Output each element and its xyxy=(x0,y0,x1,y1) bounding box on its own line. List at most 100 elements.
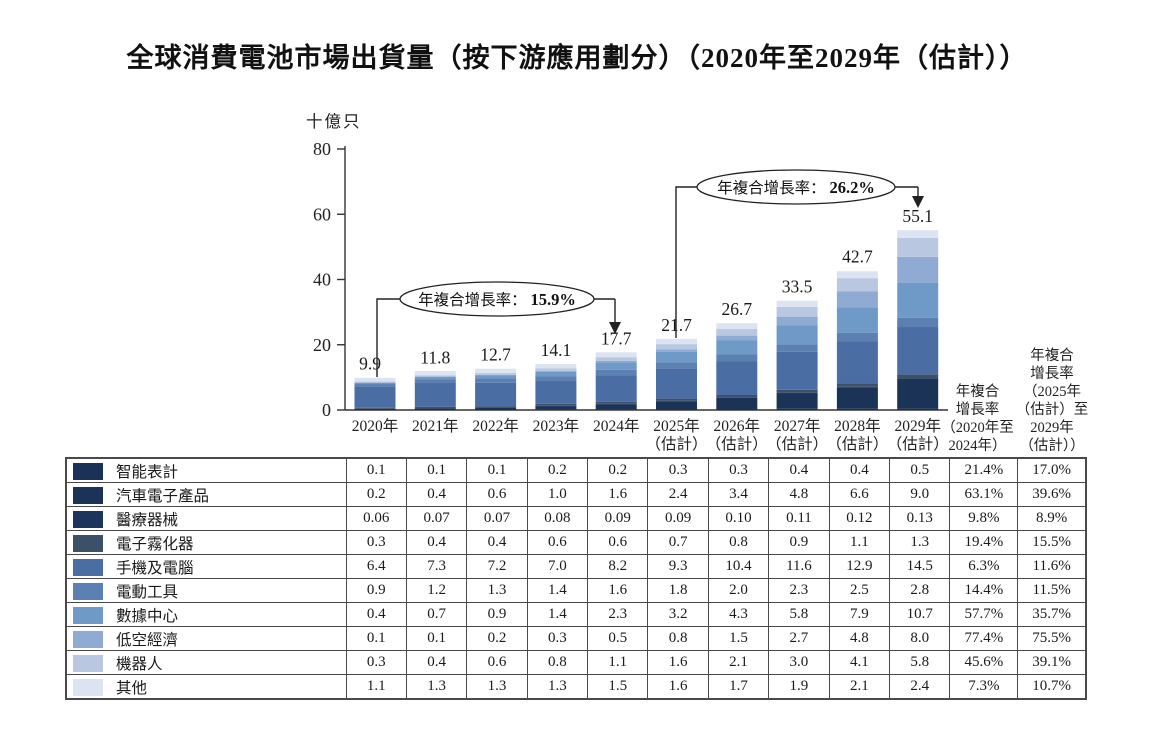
bar-segment xyxy=(776,300,818,307)
value-cell: 0.6 xyxy=(466,482,528,507)
bar-segment xyxy=(595,362,637,370)
legend-swatch xyxy=(73,486,103,504)
bar-segment xyxy=(595,360,637,363)
table-row: 手機及電腦 6.4 7.3 7.2 7.0 8.2 9.3 10.4 11.6 12.9 14.5 6… xyxy=(65,554,1087,579)
legend-swatch xyxy=(73,582,103,600)
category-name: 電子霧化器 xyxy=(116,535,194,553)
bar-segment xyxy=(897,327,939,375)
table-row: 機器人 0.3 0.4 0.6 0.8 1.1 1.6 2.1 3.0 4.1 5.8 45.6% 39… xyxy=(65,650,1087,675)
value-cell: 5.8 xyxy=(768,602,830,627)
value-cell: 0.4 xyxy=(768,457,830,483)
category-label-cell: 汽車電子產品 xyxy=(65,482,347,507)
x-axis-label-estimate: （估計） xyxy=(706,435,768,453)
bar-segment xyxy=(475,374,517,376)
bar-segment xyxy=(716,328,758,336)
bar-segment xyxy=(475,372,517,375)
value-cell: 0.3 xyxy=(526,626,589,651)
value-cell: 0.06 xyxy=(345,506,407,531)
value-cell: 0.6 xyxy=(466,650,528,675)
value-cell: 0.4 xyxy=(345,602,407,627)
category-name: 智能表計 xyxy=(116,463,179,481)
legend-swatch xyxy=(73,678,103,696)
bar-segment xyxy=(897,374,939,379)
legend-swatch xyxy=(73,558,103,576)
value-cell: 1.3 xyxy=(889,530,951,555)
value-cell: 0.4 xyxy=(828,457,891,483)
bar-segment xyxy=(776,306,818,317)
value-cell: 1.6 xyxy=(647,650,709,675)
value-cell: 21.4% xyxy=(949,457,1019,483)
bar-total-label: 17.7 xyxy=(601,328,632,348)
x-axis-label: 2027年 xyxy=(774,417,821,435)
value-cell: 19.4% xyxy=(949,530,1019,555)
value-cell: 6.6 xyxy=(828,482,891,507)
bar-segment xyxy=(535,370,577,372)
chart-title: 全球消費電池市場出貨量（按下游應用劃分）（2020年至2029年（估計）） xyxy=(126,43,1028,73)
value-cell: 4.8 xyxy=(768,482,830,507)
value-cell: 0.6 xyxy=(587,530,649,555)
value-cell: 2.5 xyxy=(828,578,891,603)
value-cell: 57.7% xyxy=(949,602,1019,627)
bar-segment xyxy=(897,408,939,410)
value-cell: 1.1 xyxy=(828,530,891,555)
table-row: 低空經濟 0.1 0.1 0.2 0.3 0.5 0.8 1.5 2.7 4.8 8.0 77.4% 7… xyxy=(65,626,1087,651)
value-cell: 14.5 xyxy=(889,554,951,579)
value-cell: 77.4% xyxy=(949,626,1019,651)
x-axis-label: 2028年 xyxy=(834,417,881,435)
bar-segment xyxy=(475,406,517,408)
bar-segment xyxy=(716,354,758,362)
legend-swatch xyxy=(73,462,103,480)
y-tick-label: 40 xyxy=(313,270,331,290)
value-cell: 11.6 xyxy=(768,554,830,579)
bar-segment xyxy=(776,344,818,352)
value-cell: 7.3 xyxy=(405,554,468,579)
bar-total-label: 42.7 xyxy=(842,247,873,267)
value-cell: 7.2 xyxy=(466,554,528,579)
value-cell: 0.3 xyxy=(707,457,770,483)
value-cell: 0.7 xyxy=(405,602,468,627)
value-cell: 10.7 xyxy=(889,602,951,627)
bar-segment xyxy=(595,375,637,402)
bar-segment xyxy=(776,351,818,390)
bar-segment xyxy=(776,389,818,393)
cagr-header-line: （2025年 xyxy=(1023,384,1081,400)
value-cell: 0.08 xyxy=(526,506,589,531)
category-name: 電動工具 xyxy=(116,583,179,601)
value-cell: 1.8 xyxy=(647,578,709,603)
bar-segment xyxy=(414,375,456,377)
bar-segment xyxy=(414,408,456,410)
bar-segment xyxy=(656,344,697,350)
cagr-header-line: 2024年） xyxy=(948,438,1007,454)
bar-segment xyxy=(836,271,878,279)
value-cell: 0.6 xyxy=(526,530,589,555)
legend-swatch xyxy=(73,630,103,648)
bar-segment xyxy=(354,381,396,383)
value-cell: 1.9 xyxy=(768,674,830,700)
bar-segment xyxy=(656,362,697,369)
bar-segment xyxy=(656,338,697,345)
value-cell: 5.8 xyxy=(889,650,951,675)
table-row: 其他 1.1 1.3 1.3 1.3 1.5 1.6 1.7 1.9 2.1 2.4 7.3% 10.7… xyxy=(65,674,1087,700)
value-cell: 17.0% xyxy=(1017,457,1087,483)
bar-segment xyxy=(535,403,577,406)
value-cell: 7.9 xyxy=(828,602,891,627)
bar-segment xyxy=(595,404,637,410)
value-cell: 0.09 xyxy=(587,506,649,531)
bar-segment xyxy=(595,409,637,410)
bar-segment xyxy=(656,368,697,399)
bar-segment xyxy=(897,230,939,238)
category-label-cell: 其他 xyxy=(65,674,347,700)
annotation-ellipse xyxy=(399,281,595,317)
bar-segment xyxy=(836,387,878,409)
value-cell: 0.1 xyxy=(345,626,407,651)
bar-segment xyxy=(414,376,456,380)
bar-segment xyxy=(595,357,637,361)
value-cell: 2.3 xyxy=(768,578,830,603)
bar-segment xyxy=(897,282,939,318)
bar-segment xyxy=(475,382,517,407)
value-cell: 0.9 xyxy=(768,530,830,555)
value-cell: 0.13 xyxy=(889,506,951,531)
value-cell: 10.7% xyxy=(1017,674,1087,700)
value-cell: 0.5 xyxy=(587,626,649,651)
bar-segment xyxy=(776,325,818,345)
